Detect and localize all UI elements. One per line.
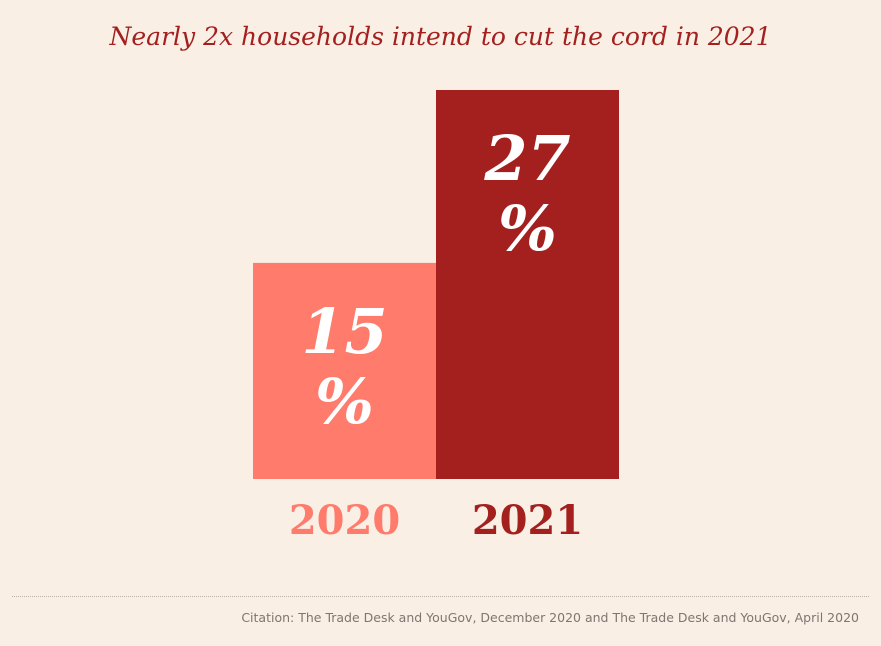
bar-2021 xyxy=(436,90,619,479)
data-label-value-2021: 27 xyxy=(483,122,570,195)
data-label-unit-2020: % xyxy=(315,365,374,438)
divider xyxy=(12,596,869,597)
chart-title: Nearly 2x households intend to cut the c… xyxy=(109,22,772,51)
data-label-value-2020: 15 xyxy=(301,295,387,368)
citation: Citation: The Trade Desk and YouGov, Dec… xyxy=(241,610,859,625)
category-label-2021: 2021 xyxy=(472,497,583,544)
bar-2020 xyxy=(253,262,436,479)
category-label-2020: 2020 xyxy=(289,497,400,544)
data-label-unit-2021: % xyxy=(498,192,557,265)
